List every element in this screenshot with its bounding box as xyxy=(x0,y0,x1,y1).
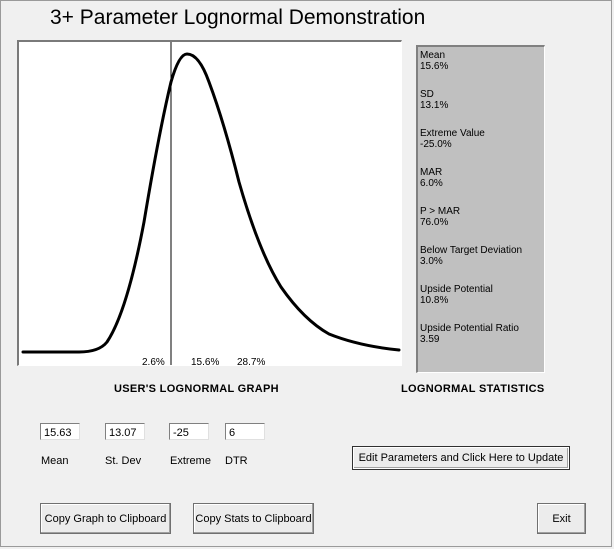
stat-label: Below Target Deviation xyxy=(420,245,523,256)
stats-panel: Mean 15.6% SD 13.1% Extreme Value -25.0%… xyxy=(416,45,545,373)
window-title: 3+ Parameter Lognormal Demonstration xyxy=(50,6,426,29)
stat-value: 13.1% xyxy=(420,100,449,111)
stat-sd: SD 13.1% xyxy=(420,89,544,128)
stat-upside-potential: Upside Potential 10.8% xyxy=(420,284,544,323)
graph-svg: 2.6% 15.6% 28.7% xyxy=(21,42,401,366)
extreme-label: Extreme xyxy=(170,455,211,467)
stat-label: SD xyxy=(420,89,434,100)
graph-caption: USER'S LOGNORMAL GRAPH xyxy=(114,383,279,395)
stdev-input[interactable] xyxy=(105,423,145,440)
stat-label: Mean xyxy=(420,50,446,61)
copy-stats-button[interactable]: Copy Stats to Clipboard xyxy=(193,503,314,534)
lognormal-graph: 2.6% 15.6% 28.7% xyxy=(17,40,402,366)
stat-value: 76.0% xyxy=(420,217,449,228)
stat-value: 3.59 xyxy=(420,334,440,345)
stat-value: -25.0% xyxy=(420,139,452,150)
stat-extreme-value: Extreme Value -25.0% xyxy=(420,128,544,167)
tick-label-mean: 15.6% xyxy=(191,357,219,366)
stat-label: Extreme Value xyxy=(420,128,485,139)
mean-label: Mean xyxy=(41,455,69,467)
stat-value: 10.8% xyxy=(420,295,449,306)
dtr-label: DTR xyxy=(225,455,248,467)
stat-upside-potential-ratio: Upside Potential Ratio 3.59 xyxy=(420,323,544,362)
stat-mean: Mean 15.6% xyxy=(420,50,544,89)
density-curve xyxy=(21,52,401,354)
stat-mar: MAR 6.0% xyxy=(420,167,544,206)
stat-below-target-deviation: Below Target Deviation 3.0% xyxy=(420,245,544,284)
stat-value: 6.0% xyxy=(420,178,443,189)
stats-caption: LOGNORMAL STATISTICS xyxy=(401,383,545,395)
stat-label: Upside Potential Ratio xyxy=(420,323,519,334)
dtr-input[interactable] xyxy=(225,423,265,440)
stat-p-mar: P > MAR 76.0% xyxy=(420,206,544,245)
stat-label: MAR xyxy=(420,167,443,178)
extreme-input[interactable] xyxy=(169,423,209,440)
tick-label-high: 28.7% xyxy=(237,357,265,366)
stat-value: 3.0% xyxy=(420,256,443,267)
tick-label-low: 2.6% xyxy=(142,357,165,366)
copy-graph-button[interactable]: Copy Graph to Clipboard xyxy=(40,503,171,534)
stat-value: 15.6% xyxy=(420,61,449,72)
stat-label: Upside Potential xyxy=(420,284,493,295)
exit-button[interactable]: Exit xyxy=(537,503,586,534)
stdev-label: St. Dev xyxy=(105,455,142,467)
stat-label: P > MAR xyxy=(420,206,461,217)
update-button[interactable]: Edit Parameters and Click Here to Update xyxy=(352,446,570,470)
mean-input[interactable] xyxy=(40,423,80,440)
